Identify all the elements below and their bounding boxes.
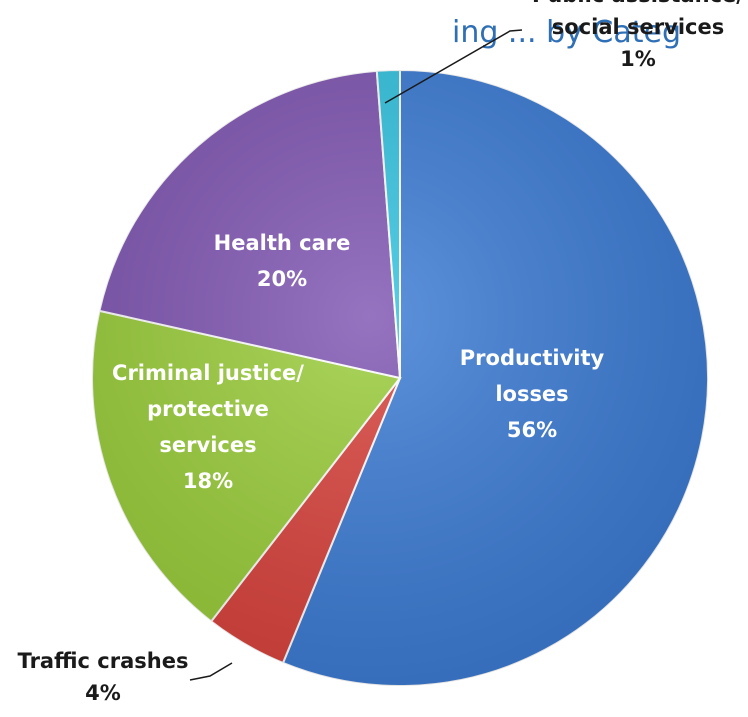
leader-line-traffic [189,662,233,681]
slice-label-traffic-line-0: Traffic crashes [18,649,189,673]
slice-label-traffic-line-1: 4% [85,681,121,705]
slice-label-public-line-0: Public assistance/ [532,0,744,7]
slice-label-criminal-line-2: services [159,433,256,457]
slice-label-health-line-1: 20% [257,267,307,291]
slice-label-productivity-line-2: 56% [507,418,557,442]
slice-label-public-line-1: social services [552,15,724,39]
slice-label-health-line-0: Health care [214,231,351,255]
slice-label-criminal-line-3: 18% [183,469,233,493]
slice-label-productivity-line-1: losses [495,382,568,406]
slice-label-productivity-line-0: Productivity [460,346,605,370]
leader-line-public [384,29,523,104]
pie-labels: Productivity losses 56% Traffic crashes 4% Cr… [18,0,745,705]
slice-label-criminal-line-0: Criminal justice/ [112,361,304,385]
slice-label-public-line-2: 1% [620,47,656,71]
slice-label-criminal-line-1: protective [147,397,269,421]
chart-title-fragment: ing ... by Categ [452,15,681,50]
